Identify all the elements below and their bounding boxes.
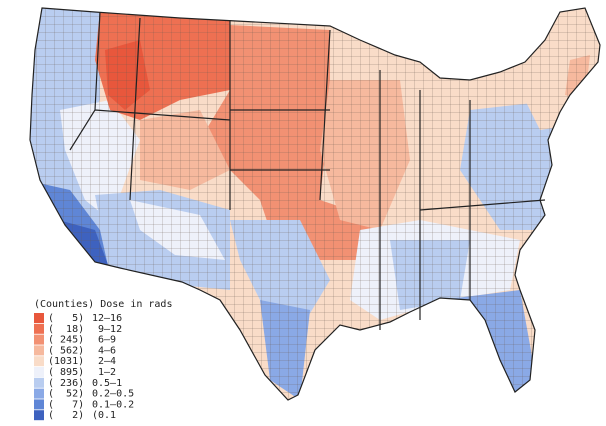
legend-range: 1–2 xyxy=(92,367,116,378)
legend-range: 9–12 xyxy=(92,324,122,335)
legend-swatch xyxy=(34,388,44,399)
legend-count: ( 18) xyxy=(48,324,84,335)
legend-count: ( 52) xyxy=(48,389,84,400)
legend-swatch xyxy=(34,323,44,334)
legend-count: ( 245) xyxy=(48,335,84,346)
legend-range: 0.1–0.2 xyxy=(92,399,134,410)
legend-title: (Counties) Dose in rads xyxy=(34,299,172,310)
legend-count: ( 236) xyxy=(48,378,84,389)
legend-count: ( 895) xyxy=(48,367,84,378)
legend-range: 2–4 xyxy=(92,356,116,367)
legend-range: 0.2–0.5 xyxy=(92,389,134,400)
legend-count: ( 7) xyxy=(48,399,84,410)
legend-range: (0.1 xyxy=(92,410,116,421)
legend-swatch xyxy=(34,399,44,410)
legend: (Counties) Dose in rads ( 5) 12–16 ( 18) 9… xyxy=(34,299,172,421)
legend-swatch xyxy=(34,410,44,421)
legend-swatch xyxy=(34,345,44,356)
legend-count: (1031) xyxy=(48,356,84,367)
legend-swatch xyxy=(34,377,44,388)
legend-swatch xyxy=(34,313,44,323)
legend-range: 0.5–1 xyxy=(92,378,122,389)
legend-count: ( 5) xyxy=(48,313,84,324)
state-borders xyxy=(69,11,546,330)
legend-range: 4–6 xyxy=(92,345,116,356)
legend-range: 6–9 xyxy=(92,335,116,346)
legend-swatch xyxy=(34,367,44,377)
legend-count: ( 2) xyxy=(48,410,84,421)
legend-swatch xyxy=(34,356,44,367)
legend-swatch xyxy=(34,334,44,345)
legend-range: 12–16 xyxy=(92,313,122,324)
legend-count: ( 562) xyxy=(48,345,84,356)
